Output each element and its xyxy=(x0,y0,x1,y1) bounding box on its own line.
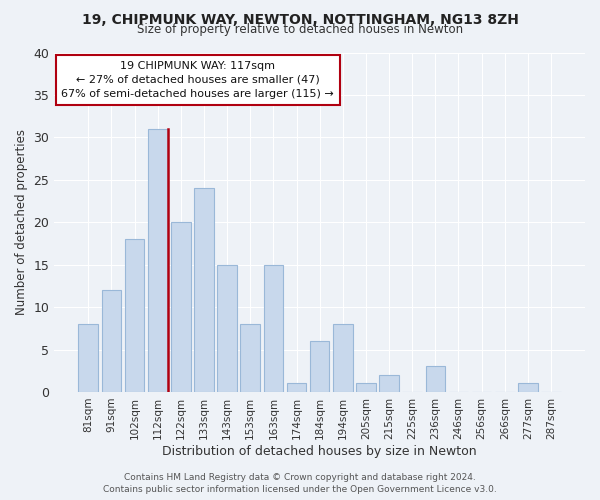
Bar xyxy=(241,324,260,392)
Bar xyxy=(425,366,445,392)
Bar xyxy=(333,324,353,392)
Bar xyxy=(148,129,167,392)
Bar xyxy=(171,222,191,392)
Bar xyxy=(379,375,399,392)
Bar xyxy=(263,264,283,392)
Bar xyxy=(217,264,237,392)
Bar xyxy=(194,188,214,392)
Text: 19, CHIPMUNK WAY, NEWTON, NOTTINGHAM, NG13 8ZH: 19, CHIPMUNK WAY, NEWTON, NOTTINGHAM, NG… xyxy=(82,12,518,26)
Bar xyxy=(287,384,307,392)
Bar xyxy=(356,384,376,392)
Bar xyxy=(79,324,98,392)
Bar xyxy=(310,341,329,392)
Bar xyxy=(125,239,145,392)
Bar xyxy=(101,290,121,392)
Text: Contains HM Land Registry data © Crown copyright and database right 2024.
Contai: Contains HM Land Registry data © Crown c… xyxy=(103,472,497,494)
Y-axis label: Number of detached properties: Number of detached properties xyxy=(15,129,28,315)
Text: 19 CHIPMUNK WAY: 117sqm
← 27% of detached houses are smaller (47)
67% of semi-de: 19 CHIPMUNK WAY: 117sqm ← 27% of detache… xyxy=(61,61,334,99)
Bar xyxy=(518,384,538,392)
X-axis label: Distribution of detached houses by size in Newton: Distribution of detached houses by size … xyxy=(163,444,477,458)
Text: Size of property relative to detached houses in Newton: Size of property relative to detached ho… xyxy=(137,22,463,36)
